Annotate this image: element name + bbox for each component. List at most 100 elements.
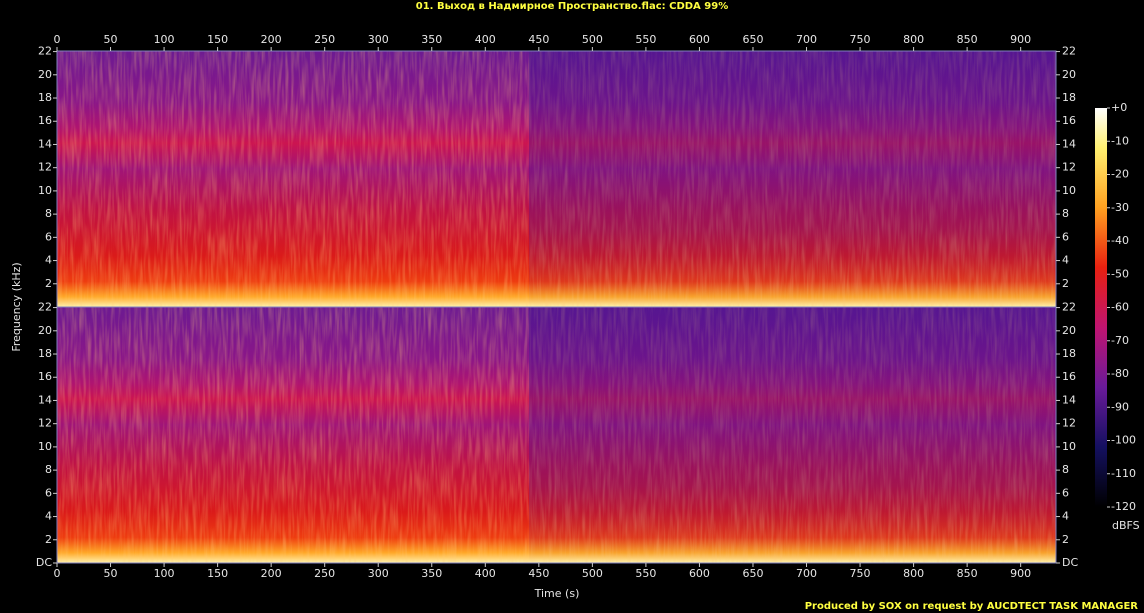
y-tick-label: 6: [45, 230, 52, 243]
colorbar-tick-label: -100: [1111, 434, 1136, 447]
y-tick-label: 14: [1062, 393, 1076, 406]
y-tick-label: 10: [38, 440, 52, 453]
x-tick-label: 300: [368, 33, 389, 46]
x-tick-label: 350: [421, 33, 442, 46]
colorbar-tick-label: -110: [1111, 467, 1136, 480]
y-tick-label: 14: [38, 393, 52, 406]
colorbar-tick-label: -30: [1111, 201, 1129, 214]
x-tick-label: 800: [903, 567, 924, 580]
footer: Produced by SOX on request by AUCDTECT T…: [805, 601, 1139, 612]
y-tick-label: 4: [1062, 254, 1069, 267]
x-tick-label: 700: [796, 567, 817, 580]
x-tick-label: 550: [635, 33, 656, 46]
plot-frame: [56, 306, 1057, 564]
y-tick-label: 14: [1062, 137, 1076, 150]
colorbar-tick-label: -80: [1111, 367, 1129, 380]
spectrogram-shade: [529, 51, 1056, 307]
x-tick-label: 800: [903, 33, 924, 46]
y-tick-label: 10: [1062, 440, 1076, 453]
colorbar-tick-label: -50: [1111, 267, 1129, 280]
x-tick-label: 450: [528, 33, 549, 46]
x-tick-label: 350: [421, 567, 442, 580]
y-tick-label: 22: [1062, 45, 1076, 58]
y-tick-label: 2: [1062, 533, 1069, 546]
y-tick-label: 16: [1062, 370, 1076, 383]
colorbar-tick-label: -60: [1111, 301, 1129, 314]
y-tick-label: DC: [36, 556, 52, 569]
x-tick-label: 500: [582, 567, 603, 580]
x-tick-label: 0: [54, 567, 61, 580]
y-tick-label: 16: [38, 370, 52, 383]
y-tick-label: 8: [1062, 463, 1069, 476]
y-tick-label: 14: [38, 137, 52, 150]
y-tick-label: 4: [1062, 510, 1069, 523]
y-tick-label: 20: [38, 68, 52, 81]
y-axis-label: Frequency (kHz): [10, 262, 23, 351]
x-tick-label: 150: [207, 567, 228, 580]
x-tick-label: 500: [582, 33, 603, 46]
x-tick-label: 750: [850, 33, 871, 46]
y-tick-label: 12: [1062, 417, 1076, 430]
y-tick-label: 10: [1062, 184, 1076, 197]
x-tick-label: 900: [1010, 567, 1031, 580]
colorbar-tick-label: +0: [1111, 101, 1127, 114]
y-tick-label: 2: [45, 533, 52, 546]
x-tick-label: 600: [689, 567, 710, 580]
colorbar-tick-label: -10: [1111, 134, 1129, 147]
x-tick-label: 400: [475, 33, 496, 46]
x-axis-label: Time (s): [534, 587, 580, 600]
y-tick-label: 8: [45, 463, 52, 476]
spectrogram-shade: [529, 307, 1056, 563]
x-tick-label: 550: [635, 567, 656, 580]
x-tick-label: 650: [742, 33, 763, 46]
x-tick-label: 50: [104, 33, 118, 46]
x-tick-label: 900: [1010, 33, 1031, 46]
y-tick-label: 2: [45, 277, 52, 290]
y-tick-label: 16: [38, 114, 52, 127]
y-tick-label: 20: [1062, 68, 1076, 81]
x-tick-label: 250: [314, 33, 335, 46]
y-tick-label: 18: [38, 347, 52, 360]
x-tick-label: 0: [54, 33, 61, 46]
y-tick-label: 20: [38, 324, 52, 337]
colorbar: [1095, 108, 1107, 507]
y-tick-label: 12: [38, 417, 52, 430]
y-tick-label: 22: [38, 301, 52, 314]
y-tick-label: 18: [1062, 91, 1076, 104]
y-tick-label: 8: [45, 207, 52, 220]
colorbar-tick-label: -70: [1111, 334, 1129, 347]
y-tick-label: 18: [38, 91, 52, 104]
x-tick-label: 100: [154, 567, 175, 580]
colorbar-label: dBFS: [1112, 519, 1140, 532]
y-tick-label: 20: [1062, 324, 1076, 337]
y-tick-label: 12: [1062, 161, 1076, 174]
x-tick-label: 850: [957, 33, 978, 46]
x-tick-label: 50: [104, 567, 118, 580]
y-tick-label: 8: [1062, 207, 1069, 220]
colorbar-tick-label: -20: [1111, 168, 1129, 181]
chart-title: 01. Выход в Надмирное Пространство.flac:…: [416, 1, 728, 12]
y-tick-label: DC: [1062, 556, 1078, 569]
y-tick-label: 18: [1062, 347, 1076, 360]
colorbar-tick-label: -120: [1111, 500, 1136, 513]
x-tick-label: 600: [689, 33, 710, 46]
y-tick-label: 22: [1062, 301, 1076, 314]
y-tick-label: 10: [38, 184, 52, 197]
x-tick-label: 300: [368, 567, 389, 580]
y-tick-label: 6: [45, 486, 52, 499]
x-tick-label: 650: [742, 567, 763, 580]
y-tick-label: 6: [1062, 230, 1069, 243]
x-tick-label: 400: [475, 567, 496, 580]
y-tick-label: 12: [38, 161, 52, 174]
y-tick-label: 16: [1062, 114, 1076, 127]
x-tick-label: 100: [154, 33, 175, 46]
y-tick-label: 4: [45, 510, 52, 523]
x-tick-label: 700: [796, 33, 817, 46]
y-tick-label: 6: [1062, 486, 1069, 499]
colorbar-tick-label: -90: [1111, 400, 1129, 413]
x-tick-label: 200: [261, 33, 282, 46]
x-tick-label: 200: [261, 567, 282, 580]
x-tick-label: 250: [314, 567, 335, 580]
x-tick-label: 150: [207, 33, 228, 46]
